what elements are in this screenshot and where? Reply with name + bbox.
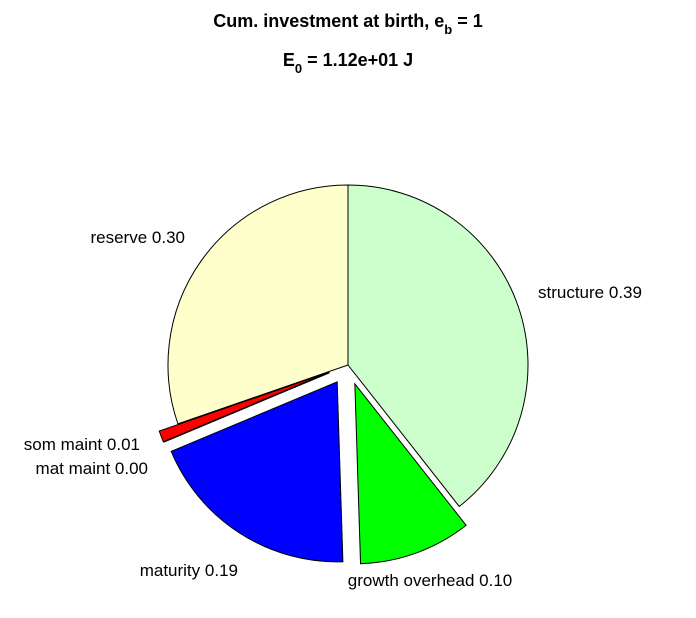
slice-value: 0.00 xyxy=(115,459,148,478)
title-rest: = 1 xyxy=(452,11,483,31)
slice-name: structure xyxy=(538,283,604,302)
slice-value: 0.30 xyxy=(152,228,185,247)
pie-slice xyxy=(347,184,529,508)
slice-label: reserve 0.30 xyxy=(90,228,185,247)
slice-value: 0.39 xyxy=(609,283,642,302)
slice-label: structure 0.39 xyxy=(538,283,642,302)
slice-value: 0.19 xyxy=(205,561,238,580)
slice-label: som maint 0.01 xyxy=(24,435,140,454)
pie-slice xyxy=(354,382,467,565)
subtitle-rest: = 1.12e+01 J xyxy=(302,50,413,70)
slice-name: growth overhead xyxy=(348,571,475,590)
slice-value: 0.10 xyxy=(479,571,512,590)
subtitle-text: E xyxy=(283,50,295,70)
slice-name: mat maint xyxy=(36,459,111,478)
pie-slice xyxy=(158,371,330,443)
title-text: Cum. investment at birth, e xyxy=(213,11,444,31)
slice-name: som maint xyxy=(24,435,103,454)
slice-value: 0.01 xyxy=(107,435,140,454)
slice-label: mat maint 0.00 xyxy=(36,459,148,478)
slice-label: maturity 0.19 xyxy=(140,561,238,580)
chart-title: Cum. investment at birth, eb = 1 xyxy=(213,11,483,37)
slice-name: reserve xyxy=(90,228,147,247)
subtitle-subscript: 0 xyxy=(295,61,302,76)
slice-name: maturity xyxy=(140,561,201,580)
pie-slice xyxy=(170,381,344,563)
title-subscript: b xyxy=(444,22,452,37)
chart-subtitle: E0 = 1.12e+01 J xyxy=(283,50,413,76)
slice-label: growth overhead 0.10 xyxy=(348,571,512,590)
pie-slice xyxy=(167,184,349,425)
